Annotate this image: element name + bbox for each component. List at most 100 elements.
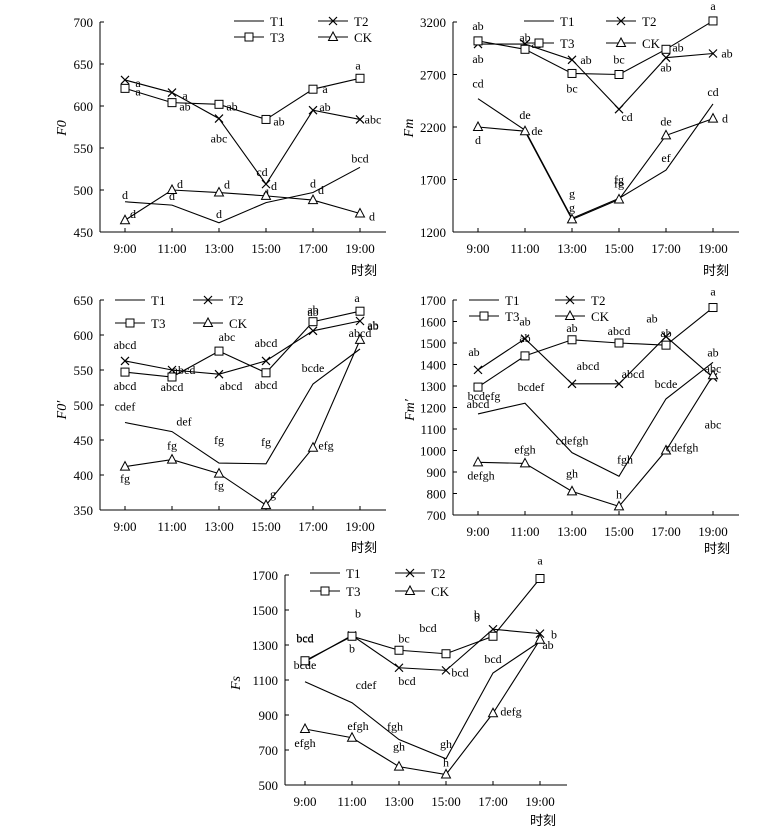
legend-entry-T1: T1	[234, 14, 284, 29]
significance-label: abc	[705, 417, 722, 431]
significance-label: b	[474, 610, 480, 624]
series-line-CK	[124, 339, 361, 506]
series-line-T3	[124, 310, 361, 378]
y-tick-label: 1000	[420, 444, 446, 459]
legend-marker	[125, 318, 135, 328]
significance-label: bc	[566, 81, 577, 95]
y-tick-label: 400	[74, 468, 94, 483]
data-point-T2	[614, 379, 624, 389]
x-tick-label: 11:00	[157, 241, 186, 256]
significance-label: ab	[472, 52, 483, 66]
legend-entry-CK: CK	[395, 584, 450, 599]
data-point-T2	[214, 369, 224, 379]
data-point-T3	[708, 303, 718, 313]
significance-label: ab	[273, 114, 284, 128]
significance-label: defgh	[467, 468, 494, 482]
data-point-T3	[473, 36, 483, 46]
data-point-T2	[708, 49, 718, 58]
data-point-T3	[520, 351, 530, 361]
significance-label: fgh	[617, 452, 633, 466]
series-line-T1	[124, 166, 361, 224]
significance-label: ef	[661, 151, 670, 165]
data-point-T3	[214, 346, 224, 356]
x-tick-label: 13:00	[384, 794, 414, 809]
significance-label: abc	[705, 361, 722, 375]
legend-label: T3	[505, 309, 519, 324]
significance-label: cd	[621, 110, 632, 124]
y-axis-label: F0′	[55, 400, 70, 421]
significance-label: ab	[519, 315, 530, 329]
data-point-CK	[519, 457, 531, 468]
significance-label: b	[355, 606, 361, 620]
legend-entry-T2: T2	[193, 293, 243, 308]
data-point-T3	[567, 68, 577, 78]
legend-entry-T1: T1	[115, 293, 165, 308]
y-tick-label: 2700	[420, 68, 446, 83]
data-point-T3	[535, 574, 545, 583]
legend-label: T3	[346, 584, 360, 599]
data-point-CK	[166, 183, 178, 194]
legend-label: T3	[560, 36, 574, 51]
significance-label: abcd	[622, 367, 645, 381]
series-line-T2	[478, 43, 714, 110]
chart-panel-5: 500 700 900 1100 1300 1500 1700 9:00 11:00 13:00 1…	[229, 554, 567, 828]
x-tick-label: 9:00	[113, 241, 136, 256]
significance-label: ab	[566, 321, 577, 335]
y-tick-label: 1600	[420, 315, 446, 330]
series-CK: d de g fg de d	[472, 112, 728, 224]
significance-label: abc	[365, 112, 382, 126]
y-tick-label: 700	[74, 15, 94, 30]
data-point-T3	[394, 645, 404, 655]
data-point-CK	[354, 207, 366, 218]
x-tick-label: 11:00	[337, 794, 366, 809]
significance-label: bcd	[351, 151, 368, 165]
legend-marker	[327, 30, 339, 41]
y-tick-label: 1100	[420, 422, 446, 437]
data-point-CK	[566, 213, 578, 224]
data-point-T2	[214, 114, 224, 124]
significance-label: h	[616, 487, 622, 501]
data-point-T3	[261, 114, 271, 124]
legend-entry-T2: T2	[606, 14, 656, 29]
y-axis-label: Fm	[402, 119, 417, 139]
x-tick-label: 17:00	[651, 524, 681, 539]
data-point-CK	[260, 499, 272, 510]
legend-marker	[479, 311, 489, 321]
x-tick-label: 13:00	[557, 524, 587, 539]
legend-marker	[320, 586, 330, 596]
y-tick-label: 1300	[252, 638, 278, 653]
x-tick-label: 13:00	[204, 519, 234, 534]
significance-label: de	[519, 108, 530, 122]
significance-label: bc	[613, 53, 624, 67]
x-axis-label: 时刻	[351, 540, 377, 555]
data-point-T3	[261, 368, 271, 378]
series-line-T2	[124, 79, 361, 186]
series-T3: abcd abcd abc abcd ab a	[114, 291, 365, 394]
legend-marker	[328, 16, 338, 26]
series-line-T3	[124, 77, 361, 121]
series-T1: cdef def fg fg bcde abcd	[115, 326, 371, 465]
data-point-T3	[355, 73, 365, 83]
data-point-T3	[308, 317, 318, 327]
legend-marker	[564, 309, 576, 320]
data-point-CK	[519, 125, 531, 136]
y-tick-label: 1400	[420, 358, 446, 373]
significance-label: cd	[707, 85, 718, 99]
significance-label: a	[354, 291, 360, 305]
data-point-T3	[520, 44, 530, 54]
series-line-T3	[477, 307, 714, 388]
legend-marker	[404, 584, 416, 595]
significance-label: ab	[721, 47, 732, 61]
significance-label: ab	[519, 30, 530, 44]
x-axis-label: 时刻	[351, 263, 377, 278]
series-T1: dddddbcd	[122, 151, 369, 224]
significance-label: cdef	[115, 400, 136, 414]
significance-label: fgh	[387, 720, 403, 734]
legend-label: T3	[151, 316, 165, 331]
significance-label: d	[216, 207, 222, 221]
significance-label: efgh	[347, 719, 368, 733]
legend-marker	[202, 316, 214, 327]
significance-label: fg	[614, 176, 624, 190]
